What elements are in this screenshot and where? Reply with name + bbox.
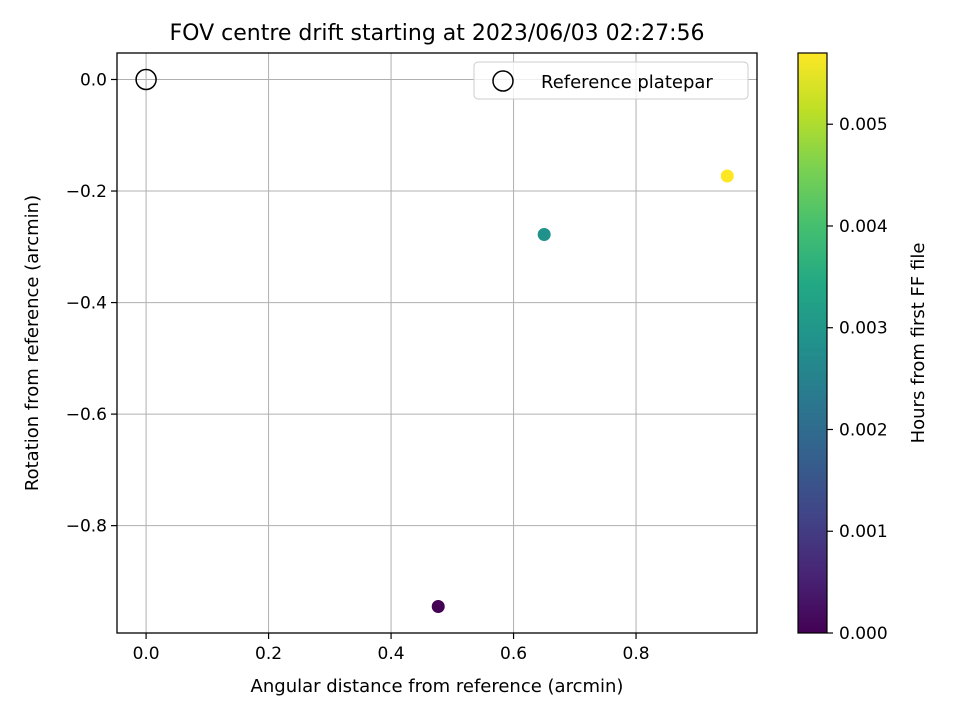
x-tick-label: 0.8: [623, 644, 650, 664]
plot-frame: [116, 52, 758, 634]
legend-reference-marker: [492, 70, 514, 92]
colorbar-tick-label: 0.005: [839, 115, 888, 135]
drift-point: [537, 228, 551, 242]
drift-point: [431, 600, 445, 614]
legend-box: [473, 61, 749, 100]
x-tick-label: 0.6: [500, 644, 527, 664]
y-tick-label: −0.6: [66, 405, 107, 425]
colorbar-tick-label: 0.000: [839, 624, 888, 644]
colorbar-tick-label: 0.003: [839, 319, 888, 339]
data-points: [135, 68, 734, 614]
colorbar-ticks: 0.000 0.001 0.002 0.003 0.004 0.005: [827, 115, 888, 644]
grid-lines: [117, 53, 757, 633]
x-tick-label: 0.0: [133, 644, 160, 664]
x-axis-ticks: 0.0 0.2 0.4 0.6 0.8: [133, 633, 650, 664]
legend-reference-label: Reference platepar: [541, 72, 713, 93]
y-axis-ticks: 0.0 −0.2 −0.4 −0.6 −0.8: [66, 70, 117, 537]
y-tick-label: −0.4: [66, 294, 107, 314]
colorbar-label: Hours from first FF file: [908, 243, 929, 444]
y-tick-label: −0.2: [66, 182, 107, 202]
x-tick-label: 0.2: [255, 644, 282, 664]
y-axis-label: Rotation from reference (arcmin): [22, 195, 43, 491]
x-tick-label: 0.4: [378, 644, 405, 664]
drift-point: [720, 169, 734, 183]
colorbar-tick-label: 0.001: [839, 522, 888, 542]
chart-title: FOV centre drift starting at 2023/06/03 …: [170, 21, 705, 46]
colorbar-tick-label: 0.004: [839, 217, 888, 237]
colorbar: [797, 52, 828, 634]
reference-point: [135, 68, 157, 91]
y-tick-label: −0.8: [66, 517, 107, 537]
x-axis-label: Angular distance from reference (arcmin): [251, 676, 624, 697]
colorbar-tick-label: 0.002: [839, 420, 888, 440]
y-tick-label: 0.0: [80, 70, 107, 90]
legend: Reference platepar: [473, 61, 749, 100]
